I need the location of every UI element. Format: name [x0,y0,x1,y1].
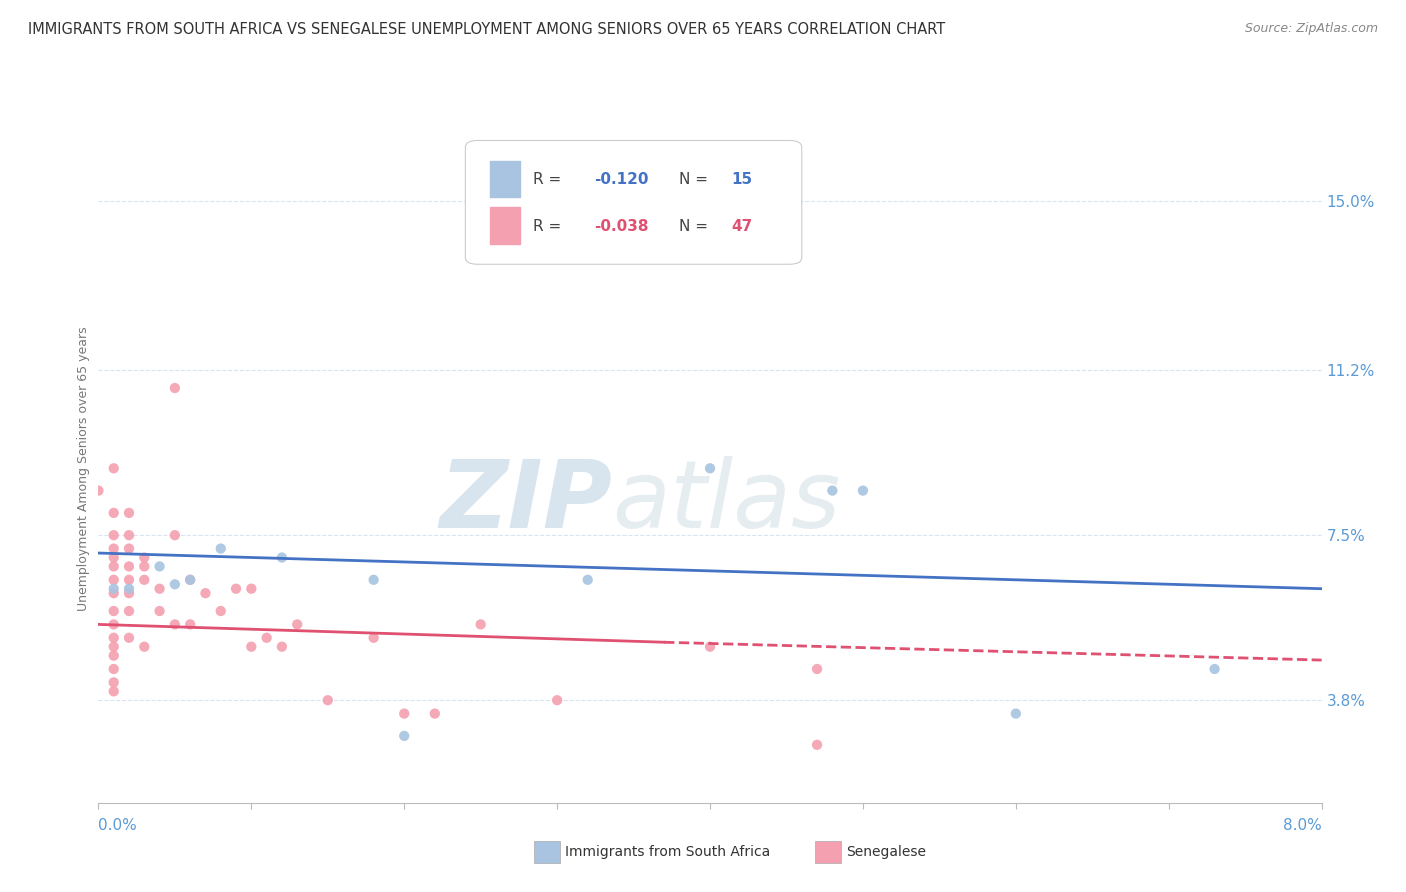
Point [103,573,125,587]
Point [118,506,141,520]
Point [316,693,339,707]
Point [1204,662,1226,676]
Text: 47: 47 [731,219,752,234]
Point [194,586,217,600]
Point [821,483,844,498]
Text: R =: R = [533,219,565,234]
Point [134,640,156,654]
Point [118,559,141,574]
Point [149,559,172,574]
Point [209,604,232,618]
Point [699,640,721,654]
Point [87,483,110,498]
Point [103,582,125,596]
Point [149,604,172,618]
Point [118,604,141,618]
Text: N =: N = [679,219,713,234]
Text: 15: 15 [731,172,752,186]
Point [699,461,721,475]
Text: -0.120: -0.120 [593,172,648,186]
Point [103,675,125,690]
Point [103,662,125,676]
Point [163,577,186,591]
Text: Immigrants from South Africa: Immigrants from South Africa [565,845,770,859]
Point [179,573,201,587]
Point [103,506,125,520]
Point [163,528,186,542]
Point [103,550,125,565]
Point [179,617,201,632]
Point [256,631,278,645]
Point [118,528,141,542]
Point [163,381,186,395]
Point [363,631,385,645]
Point [270,640,294,654]
Text: 8.0%: 8.0% [1282,818,1322,832]
Point [118,631,141,645]
Point [392,729,416,743]
Text: Source: ZipAtlas.com: Source: ZipAtlas.com [1244,22,1378,36]
Point [149,582,172,596]
Point [179,573,201,587]
Point [134,573,156,587]
Point [285,617,308,632]
Point [118,573,141,587]
Point [103,617,125,632]
Point [103,528,125,542]
Point [118,541,141,556]
Point [270,550,294,565]
Text: 0.0%: 0.0% [98,818,138,832]
Point [225,582,247,596]
FancyBboxPatch shape [489,161,520,197]
Text: atlas: atlas [612,456,841,548]
Point [163,617,186,632]
Point [103,541,125,556]
Y-axis label: Unemployment Among Seniors over 65 years: Unemployment Among Seniors over 65 years [77,326,90,611]
Point [852,483,875,498]
Point [806,662,828,676]
Point [118,582,141,596]
Point [134,559,156,574]
Point [470,617,492,632]
FancyBboxPatch shape [465,141,801,264]
Point [103,559,125,574]
Point [134,550,156,565]
Point [363,573,385,587]
Text: R =: R = [533,172,565,186]
Point [118,586,141,600]
Point [806,738,828,752]
Point [103,684,125,698]
Text: IMMIGRANTS FROM SOUTH AFRICA VS SENEGALESE UNEMPLOYMENT AMONG SENIORS OVER 65 YE: IMMIGRANTS FROM SOUTH AFRICA VS SENEGALE… [28,22,945,37]
Point [240,640,263,654]
FancyBboxPatch shape [489,208,520,244]
Point [103,648,125,663]
Point [1004,706,1026,721]
Point [576,573,599,587]
Text: ZIP: ZIP [439,456,612,548]
Point [209,541,232,556]
Point [103,631,125,645]
Point [103,461,125,475]
Point [103,586,125,600]
Point [392,706,416,721]
Point [240,582,263,596]
Point [103,604,125,618]
Point [423,706,446,721]
Text: Senegalese: Senegalese [846,845,927,859]
Point [103,640,125,654]
Point [546,693,568,707]
Text: N =: N = [679,172,713,186]
Text: -0.038: -0.038 [593,219,648,234]
